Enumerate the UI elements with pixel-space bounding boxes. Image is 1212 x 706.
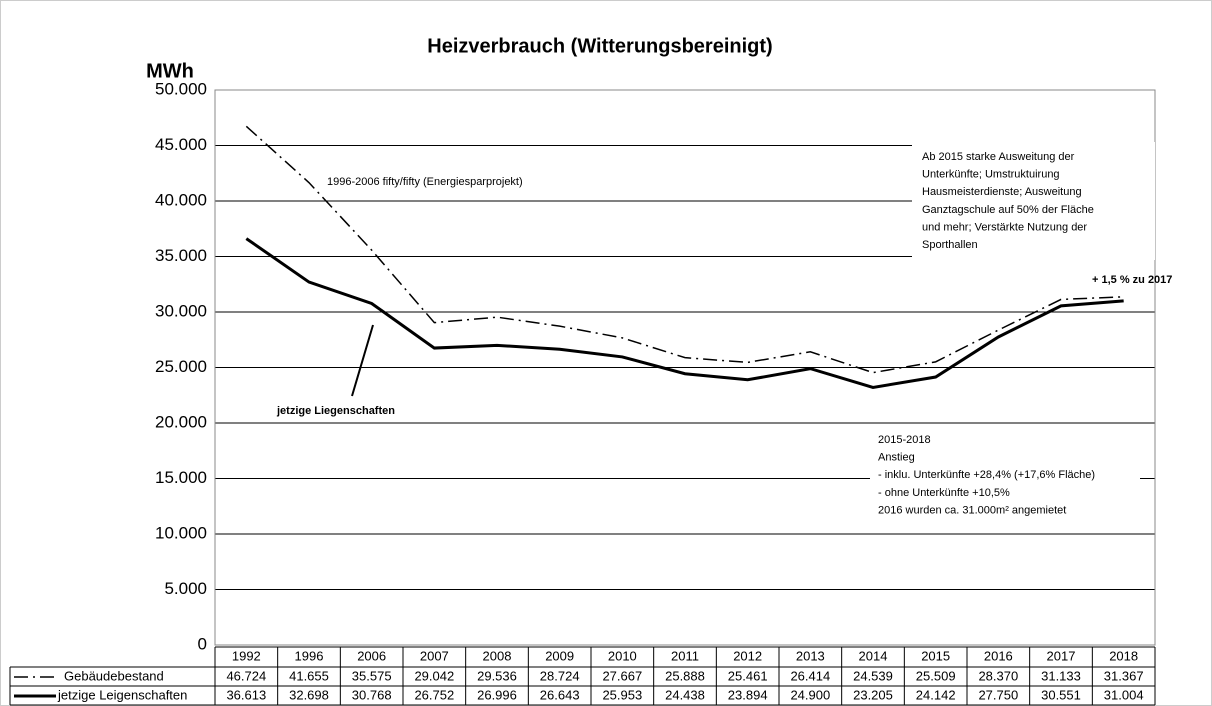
annotation: jetzige Liegenschaften xyxy=(276,405,395,417)
x-tick-label: 2007 xyxy=(420,648,449,663)
table-value: 32.698 xyxy=(289,687,329,702)
annotation: 1996-2006 fifty/fifty (Energiesparprojek… xyxy=(327,176,523,188)
annotation-line: Ganztagschule auf 50% der Fläche xyxy=(922,204,1094,216)
y-axis-label: MWh xyxy=(146,60,194,82)
annotation: + 1,5 % zu 2017 xyxy=(1092,274,1172,286)
table-value: 25.953 xyxy=(602,687,642,702)
annotation-line: Unterkünfte; Umstruktuirung xyxy=(922,169,1060,181)
y-tick-label: 20.000 xyxy=(155,412,207,431)
legend-label: Gebäudebestand xyxy=(64,668,164,683)
x-tick-label: 2006 xyxy=(357,648,386,663)
table-value: 26.996 xyxy=(477,687,517,702)
table-value: 25.888 xyxy=(665,668,705,683)
table-value: 27.750 xyxy=(978,687,1018,702)
x-tick-label: 2014 xyxy=(859,648,888,663)
table-value: 29.042 xyxy=(414,668,454,683)
table-value: 26.643 xyxy=(540,687,580,702)
x-tick-label: 2009 xyxy=(545,648,574,663)
x-tick-label: 2017 xyxy=(1047,648,1076,663)
table-value: 46.724 xyxy=(226,668,266,683)
annotation-line: 2016 wurden ca. 31.000m² angemietet xyxy=(878,504,1066,516)
annotation-line: - inklu. Unterkünfte +28,4% (+17,6% Fläc… xyxy=(878,469,1095,481)
table-value: 24.539 xyxy=(853,668,893,683)
table-value: 30.551 xyxy=(1041,687,1081,702)
x-tick-label: 2010 xyxy=(608,648,637,663)
table-value: 24.900 xyxy=(790,687,830,702)
y-tick-label: 25.000 xyxy=(155,357,207,376)
x-tick-label: 1996 xyxy=(295,648,324,663)
table-value: 26.414 xyxy=(790,668,830,683)
table-value: 41.655 xyxy=(289,668,329,683)
table-value: 23.894 xyxy=(728,687,768,702)
table-value: 24.142 xyxy=(916,687,956,702)
table-value: 31.004 xyxy=(1104,687,1144,702)
x-tick-label: 2018 xyxy=(1109,648,1138,663)
table-value: 35.575 xyxy=(352,668,392,683)
annotation-line: Sporthallen xyxy=(922,239,978,251)
annotation-line: und mehr; Verstärkte Nutzung der xyxy=(922,221,1087,233)
table-value: 28.724 xyxy=(540,668,580,683)
annotation-line: 2015-2018 xyxy=(878,434,931,446)
table-value: 27.667 xyxy=(602,668,642,683)
annotation-line: Hausmeisterdienste; Ausweitung xyxy=(922,186,1082,198)
y-tick-label: 35.000 xyxy=(155,246,207,265)
x-tick-label: 2012 xyxy=(733,648,762,663)
series-line xyxy=(245,237,1124,389)
table-value: 28.370 xyxy=(978,668,1018,683)
x-tick-label: 2011 xyxy=(671,648,699,663)
note-box xyxy=(912,142,1155,260)
note-box xyxy=(870,430,1140,520)
y-tick-label: 40.000 xyxy=(155,190,207,209)
y-tick-label: 15.000 xyxy=(155,468,207,487)
x-tick-label: 2015 xyxy=(921,648,950,663)
annotation-line: - ohne Unterkünfte +10,5% xyxy=(878,487,1010,499)
x-tick-label: 2016 xyxy=(984,648,1013,663)
y-tick-label: 5.000 xyxy=(164,579,207,598)
annotation-line: Ab 2015 starke Ausweitung der xyxy=(922,151,1075,163)
y-tick-label: 30.000 xyxy=(155,301,207,320)
table-value: 24.438 xyxy=(665,687,705,702)
x-tick-label: 1992 xyxy=(232,648,261,663)
table-value: 25.461 xyxy=(728,668,768,683)
annotation-line: Anstieg xyxy=(878,452,915,464)
y-tick-label: 50.000 xyxy=(155,79,207,98)
y-tick-label: 45.000 xyxy=(155,135,207,154)
table-value: 23.205 xyxy=(853,687,893,702)
legend-label: jetzige Leigenschaften xyxy=(57,687,187,702)
y-tick-label: 0 xyxy=(198,634,207,653)
series-line xyxy=(245,125,1124,374)
annotation: 2015-2018 Anstieg - inklu. Unterkünfte +28… xyxy=(878,434,1095,516)
x-tick-label: 2008 xyxy=(483,648,512,663)
table-value: 31.133 xyxy=(1041,668,1081,683)
chart-title: Heizverbrauch (Witterungsbereinigt) xyxy=(427,35,772,57)
table-value: 26.752 xyxy=(414,687,454,702)
table-value: 29.536 xyxy=(477,668,517,683)
table-value: 36.613 xyxy=(226,687,266,702)
annotation-pointer xyxy=(351,324,374,397)
table-value: 30.768 xyxy=(352,687,392,702)
annotation: Ab 2015 starke Ausweitung der Unterkünfte… xyxy=(922,151,1094,251)
plot-border xyxy=(214,89,1156,646)
x-tick-label: 2013 xyxy=(796,648,825,663)
y-tick-label: 10.000 xyxy=(155,523,207,542)
table-value: 25.509 xyxy=(916,668,956,683)
table-value: 31.367 xyxy=(1104,668,1144,683)
